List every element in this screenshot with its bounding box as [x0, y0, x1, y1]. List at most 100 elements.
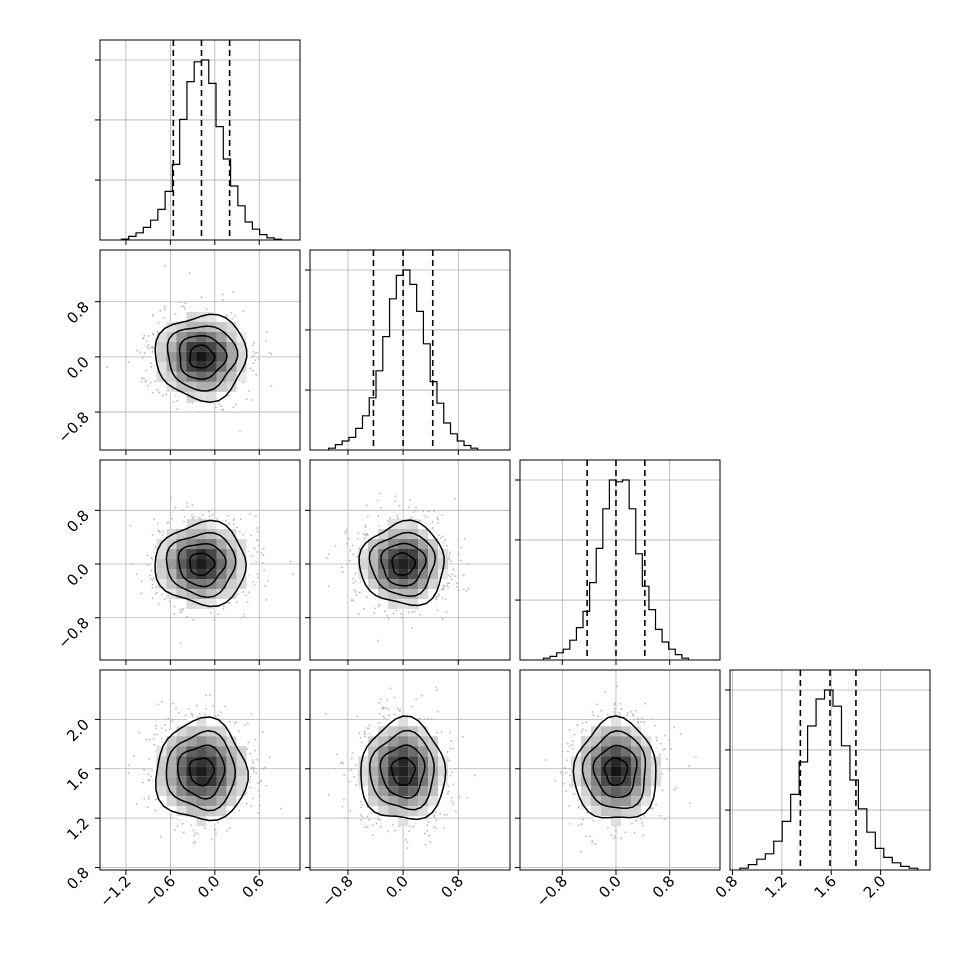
- sample-point: [232, 519, 235, 522]
- sample-point: [234, 315, 236, 318]
- density-cell: [206, 589, 217, 600]
- sample-point: [442, 597, 444, 600]
- density-cell: [236, 569, 247, 580]
- density-cell: [216, 539, 227, 550]
- sample-point: [162, 317, 165, 319]
- sample-point: [419, 613, 421, 616]
- sample-point: [192, 829, 195, 832]
- density-cell: [226, 589, 237, 600]
- sample-point: [170, 816, 173, 819]
- sample-point: [217, 613, 219, 616]
- sample-point: [186, 615, 189, 618]
- sample-point: [437, 534, 440, 537]
- scatter-panel-r4-c1: [99, 669, 301, 871]
- density-cell: [408, 569, 419, 580]
- sample-point: [142, 781, 144, 784]
- density-cell: [398, 549, 409, 560]
- contour-line: [178, 334, 228, 380]
- sample-point: [462, 574, 465, 577]
- sample-point: [341, 570, 344, 573]
- density-cell: [236, 746, 247, 757]
- sample-point: [457, 589, 460, 591]
- sample-point: [357, 532, 360, 535]
- contour-line: [358, 519, 445, 607]
- sample-point: [182, 607, 185, 610]
- density-cell: [186, 559, 197, 570]
- density-cell: [196, 549, 207, 560]
- density-cell: [226, 796, 237, 807]
- contour-line: [154, 313, 248, 404]
- sample-point: [253, 547, 256, 550]
- sample-point: [147, 344, 150, 346]
- density-cell: [226, 559, 237, 570]
- density-cell: [196, 589, 207, 600]
- sample-point: [151, 583, 154, 586]
- sample-point: [450, 560, 452, 563]
- sample-point: [457, 539, 460, 542]
- density-cell: [206, 766, 217, 777]
- sample-point: [452, 748, 455, 750]
- density-cell: [398, 599, 409, 610]
- sample-point: [143, 769, 146, 771]
- scatter-panel-r4-c2: [309, 669, 511, 871]
- density-cell: [418, 569, 429, 580]
- sample-point: [226, 829, 228, 832]
- sample-point: [257, 812, 260, 814]
- sample-point: [258, 781, 261, 783]
- sample-point: [179, 608, 182, 611]
- sample-point: [409, 499, 411, 501]
- density-cell: [166, 351, 177, 362]
- sample-point: [150, 346, 153, 349]
- density-cell: [408, 539, 419, 550]
- sample-point: [140, 380, 143, 383]
- density-cell: [156, 559, 167, 570]
- density-cell: [176, 331, 187, 342]
- sample-point: [181, 305, 184, 308]
- sample-point: [250, 534, 252, 537]
- sample-point: [444, 538, 446, 541]
- sample-point: [143, 352, 146, 354]
- sample-point: [191, 401, 194, 404]
- sample-point: [195, 704, 198, 707]
- sample-point: [377, 639, 379, 642]
- sample-point: [157, 322, 160, 324]
- density-cell: [206, 796, 217, 807]
- density-cell: [186, 766, 197, 777]
- sample-point: [188, 272, 191, 274]
- sample-point: [129, 524, 132, 527]
- sample-point: [255, 772, 258, 775]
- sample-point: [445, 611, 448, 614]
- sample-point: [247, 591, 250, 594]
- density-cell: [236, 371, 247, 382]
- sample-point: [289, 560, 292, 563]
- sample-point: [146, 345, 149, 348]
- sample-point: [454, 575, 457, 578]
- density-cell: [236, 549, 247, 560]
- sample-point: [351, 599, 354, 602]
- sample-point: [164, 305, 166, 308]
- density-cell: [226, 776, 237, 787]
- density-cell: [166, 569, 177, 580]
- sample-point: [373, 612, 376, 614]
- contour-line: [380, 542, 427, 587]
- density-cell: [398, 589, 409, 600]
- sample-point: [262, 554, 265, 556]
- sample-point: [341, 566, 344, 569]
- contour-line: [165, 729, 237, 812]
- sample-point: [151, 391, 154, 394]
- sample-point: [224, 519, 227, 522]
- sample-point: [167, 521, 170, 524]
- density-cell: [186, 361, 197, 372]
- sample-point: [452, 568, 455, 571]
- density-cell: [196, 351, 207, 362]
- sample-point: [412, 511, 415, 513]
- density-cell: [206, 311, 217, 322]
- panel-frame: [99, 39, 301, 241]
- sample-point: [174, 313, 177, 316]
- density-cell: [398, 579, 409, 590]
- sample-point: [170, 517, 173, 520]
- sample-point: [263, 766, 266, 769]
- sample-point: [229, 826, 231, 829]
- sample-point: [244, 723, 246, 726]
- sample-point: [264, 585, 267, 587]
